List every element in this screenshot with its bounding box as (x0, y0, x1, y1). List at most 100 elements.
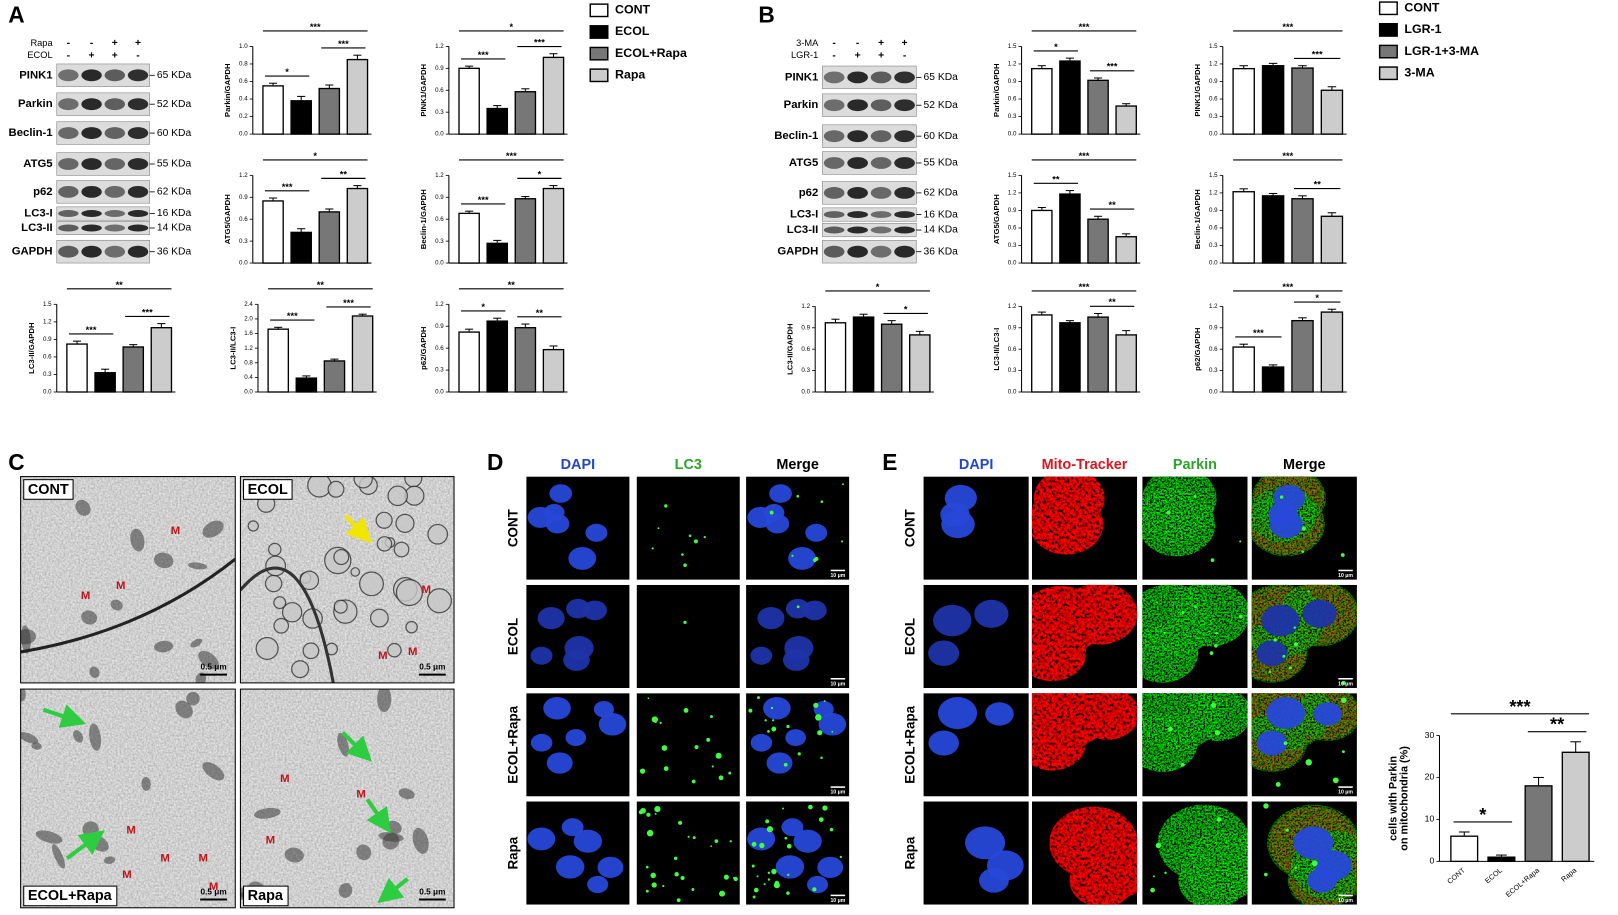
size-label: 65 KDa (157, 70, 192, 81)
organelle (35, 830, 63, 844)
puncta (1263, 803, 1269, 809)
blot-band (104, 210, 126, 218)
organelle (20, 732, 39, 744)
bar (514, 327, 537, 393)
blot-band (847, 99, 868, 112)
bar (290, 100, 312, 135)
puncta (710, 715, 713, 719)
nucleus (928, 730, 959, 756)
image-content (1031, 693, 1138, 797)
y-tick-label: 0.3 (1209, 113, 1218, 120)
vacuole (299, 570, 320, 591)
row-label: CONT (505, 508, 520, 547)
error-bar (1065, 320, 1074, 323)
bar (458, 67, 480, 135)
y-tick-label: 0.6 (1209, 346, 1218, 353)
puncta (1285, 828, 1289, 832)
bar (514, 91, 537, 135)
protein-label: LC3-II (787, 224, 818, 236)
error-bar (1327, 308, 1337, 313)
vacuole (302, 642, 320, 660)
image-label: Rapa (248, 888, 284, 904)
significance-label: ** (1314, 180, 1322, 190)
significance-label: *** (1107, 62, 1118, 72)
scale-label: 10 μm (830, 898, 845, 904)
protein-label: Parkin (18, 98, 53, 110)
y-tick-label: 0.0 (1008, 131, 1017, 138)
legend-swatch (1378, 1, 1398, 16)
significance-label: *** (343, 298, 354, 308)
size-label: 16 KDa (157, 208, 192, 219)
puncta (654, 812, 657, 815)
bar (458, 212, 480, 264)
puncta (714, 839, 719, 843)
puncta (1221, 700, 1224, 702)
error-bar (1327, 86, 1337, 91)
significance-label: * (876, 282, 880, 292)
protein-label: LC3-II (21, 222, 52, 234)
size-label: 55 KDa (157, 159, 192, 170)
bar (323, 360, 346, 393)
blot-band (81, 185, 102, 198)
y-tick-label: 1.2 (435, 172, 444, 179)
nucleus (1302, 599, 1337, 628)
organelle (21, 625, 31, 654)
puncta (647, 697, 650, 700)
scale-label: 10 μm (830, 790, 845, 796)
x-tick-label: CONT (1445, 865, 1467, 885)
image-content (923, 476, 1029, 580)
error-bar (1065, 57, 1074, 62)
bar (1059, 60, 1081, 135)
organelle (110, 599, 123, 611)
size-label: 36 KDa (157, 246, 192, 257)
significance-label: *** (1282, 22, 1293, 32)
treatment-sign: + (878, 38, 884, 49)
error-bar (1298, 195, 1307, 199)
nucleus (597, 856, 624, 878)
nucleus (750, 646, 773, 665)
nucleus (775, 855, 805, 879)
vacuole (273, 596, 287, 610)
puncta (813, 702, 819, 708)
image-content (746, 801, 850, 905)
bar (1320, 311, 1344, 393)
organelle (73, 730, 84, 743)
blot-band (81, 69, 102, 82)
blot-band (847, 245, 868, 258)
bar (346, 187, 369, 264)
y-tick-label: 0.0 (435, 260, 444, 267)
y-tick-label: 1.2 (435, 301, 444, 308)
error-bar (859, 313, 868, 318)
y-tick-label: 0.6 (239, 216, 248, 223)
significance-label: ** (536, 308, 544, 318)
y-tick-label: 0.3 (435, 238, 444, 245)
bar (824, 322, 847, 393)
legend-label: 3-MA (1404, 66, 1434, 80)
y-tick-label: 1.2 (801, 303, 810, 310)
bar (1320, 89, 1344, 135)
legend-label: ECOL (615, 24, 650, 38)
puncta (1311, 860, 1318, 867)
significance-label: ** (116, 280, 124, 290)
significance-label: * (1315, 293, 1319, 303)
y-tick-label: 20 (1425, 772, 1435, 782)
protein-label: PINK1 (19, 69, 52, 81)
blot-band (127, 69, 149, 82)
vacuole (247, 520, 259, 532)
treatment-sign: - (67, 50, 71, 61)
significance-label: ** (1109, 297, 1117, 307)
bar (262, 85, 284, 135)
error-bar (465, 328, 474, 333)
blot-band (81, 245, 102, 258)
image-content (746, 476, 850, 580)
significance-label: *** (534, 37, 545, 47)
vacuole (375, 511, 393, 529)
y-axis-label: Parkin/GAPDH (223, 63, 232, 117)
y-tick-label: 0.2 (239, 113, 248, 120)
puncta (1301, 550, 1305, 554)
blot-band (104, 185, 126, 198)
organelle (338, 882, 353, 898)
puncta (751, 864, 755, 868)
puncta (766, 826, 774, 833)
organelle (186, 691, 200, 706)
